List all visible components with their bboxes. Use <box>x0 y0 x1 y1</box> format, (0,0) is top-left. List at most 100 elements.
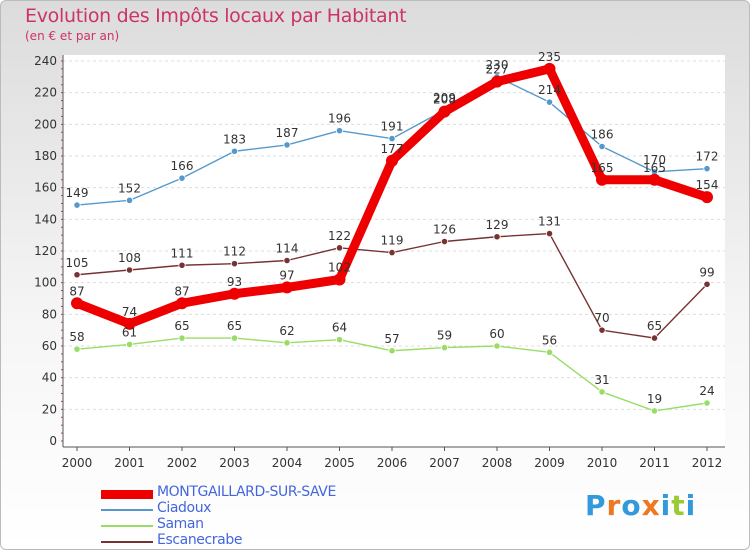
x-tick-label: 2006 <box>377 456 408 470</box>
data-label: 56 <box>542 333 557 347</box>
data-label: 122 <box>328 229 351 243</box>
logo-letter: i <box>660 489 672 522</box>
data-label: 59 <box>437 329 452 343</box>
data-label: 227 <box>486 63 509 77</box>
data-label: 58 <box>69 330 84 344</box>
data-point <box>230 260 239 268</box>
proxiti-logo: Proxiti <box>585 489 696 522</box>
y-tick-label: 0 <box>49 434 57 448</box>
x-tick-label: 2009 <box>534 456 565 470</box>
data-label: 129 <box>486 218 509 232</box>
data-label: 102 <box>328 261 351 275</box>
data-point <box>335 244 344 252</box>
data-label: 57 <box>384 332 399 346</box>
data-point <box>598 326 606 334</box>
data-label: 170 <box>643 153 666 167</box>
series-montgaillard-sur-save <box>71 62 713 330</box>
data-label: 172 <box>696 150 719 164</box>
y-tick-label: 20 <box>42 402 57 416</box>
data-label: 99 <box>699 265 714 279</box>
data-label: 108 <box>118 251 141 265</box>
data-point <box>650 334 659 342</box>
data-label: 93 <box>227 275 242 289</box>
data-point <box>491 75 503 88</box>
data-label: 62 <box>279 324 294 338</box>
legend-swatch <box>101 509 153 511</box>
data-point <box>598 388 606 396</box>
data-label: 196 <box>328 112 351 126</box>
data-point <box>545 98 554 106</box>
data-label: 208 <box>433 93 456 107</box>
legend-label: MONTGAILLARD-SUR-SAVE <box>157 484 336 500</box>
logo-letter: x <box>641 489 661 522</box>
data-point <box>125 196 134 204</box>
data-label: 177 <box>381 142 404 156</box>
data-point <box>388 248 396 257</box>
data-label: 65 <box>174 319 189 333</box>
x-tick-label: 2010 <box>587 456 618 470</box>
data-label: 114 <box>276 242 299 256</box>
data-point <box>543 62 556 75</box>
y-tick-label: 80 <box>42 307 57 321</box>
logo-letter: P <box>585 489 607 522</box>
data-point <box>545 348 554 356</box>
legend-swatch <box>101 541 153 543</box>
data-point <box>438 105 451 118</box>
data-label: 119 <box>381 234 404 248</box>
y-tick-label: 100 <box>34 276 57 290</box>
data-point <box>545 229 554 238</box>
logo-letter: t <box>671 489 686 522</box>
data-point <box>335 336 344 344</box>
legend-label: Saman <box>157 516 204 532</box>
data-label: 165 <box>643 161 666 175</box>
data-label: 166 <box>171 159 194 173</box>
legend-label: Ciadoux <box>157 500 212 516</box>
data-point <box>125 266 134 274</box>
data-label: 19 <box>647 392 662 406</box>
x-tick-label: 2002 <box>167 456 198 470</box>
data-label: 64 <box>332 321 347 335</box>
data-label: 187 <box>276 126 299 140</box>
data-label: 112 <box>223 245 246 259</box>
data-label: 60 <box>489 327 504 341</box>
data-label: 209 <box>433 91 456 105</box>
x-tick-label: 2012 <box>692 456 723 470</box>
data-point <box>596 173 608 186</box>
legend-swatch <box>101 525 153 527</box>
data-point <box>281 281 293 294</box>
data-point <box>335 127 344 135</box>
data-label: 87 <box>69 284 84 298</box>
data-point <box>598 142 606 151</box>
data-point <box>493 342 501 350</box>
data-label: 126 <box>433 223 456 237</box>
x-tick-label: 2001 <box>114 456 145 470</box>
data-label: 183 <box>223 132 246 146</box>
chart-title: Evolution des Impôts locaux par Habitant <box>25 5 407 27</box>
data-point <box>648 173 661 186</box>
data-point <box>388 134 396 143</box>
data-label: 61 <box>122 325 137 339</box>
data-point <box>176 297 188 310</box>
data-label: 70 <box>594 311 609 325</box>
data-label: 149 <box>66 186 89 200</box>
data-point <box>178 334 186 342</box>
data-label: 74 <box>122 305 137 319</box>
data-point <box>283 339 291 347</box>
x-tick-label: 2011 <box>639 456 670 470</box>
data-point <box>701 191 713 204</box>
data-point <box>283 256 291 265</box>
data-point <box>650 407 659 415</box>
y-tick-label: 40 <box>42 371 57 385</box>
chart-subtitle: (en € et par an) <box>25 29 120 43</box>
data-label: 31 <box>594 373 609 387</box>
y-tick-label: 160 <box>34 181 57 195</box>
data-label: 111 <box>171 246 194 260</box>
data-point <box>440 237 449 246</box>
y-tick-label: 200 <box>34 117 57 131</box>
x-tick-label: 2003 <box>219 456 250 470</box>
data-point <box>386 154 398 167</box>
data-point <box>703 399 711 407</box>
y-tick-label: 60 <box>42 339 57 353</box>
